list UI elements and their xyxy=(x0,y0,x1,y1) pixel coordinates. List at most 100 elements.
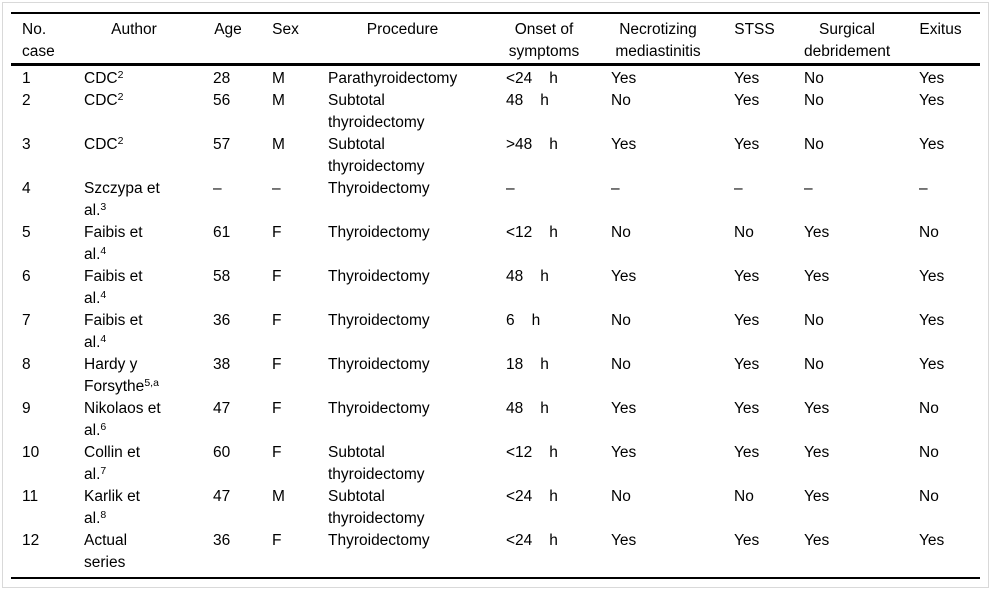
author-line: Szczypa et xyxy=(84,180,160,197)
cell-author: Collin et al.7 xyxy=(73,442,202,486)
cell-age: 61 xyxy=(213,224,231,241)
cell-onset: <12 h xyxy=(495,442,600,486)
cell-sex: F xyxy=(272,224,282,241)
cell-sex: F xyxy=(272,312,282,329)
cell-exitus: No xyxy=(919,224,939,241)
cell-author: Actual series xyxy=(73,530,202,578)
cell-age: 47 xyxy=(213,400,231,417)
cell-age: 47 xyxy=(213,488,231,505)
cell-procedure: Thyroidectomy xyxy=(317,266,495,310)
procedure-line: Subtotal xyxy=(328,136,385,153)
table-row: 11 Karlik et al.8 47 M Subtotal thyroidectomy <… xyxy=(11,486,980,530)
cell-no-case: 9 xyxy=(22,400,31,417)
author-line: Forsythe5,a xyxy=(84,377,159,395)
cell-sex: F xyxy=(272,356,282,373)
cell-exitus: Yes xyxy=(919,356,945,373)
cell-onset: 48 h xyxy=(495,90,600,134)
cell-stss: No xyxy=(734,224,754,241)
cell-surgical-debridement: Yes xyxy=(804,268,830,285)
cell-onset: <24 h xyxy=(495,486,600,530)
procedure-line: Thyroidectomy xyxy=(328,400,430,417)
cell-sex: M xyxy=(272,136,285,153)
author-line: CDC2 xyxy=(84,69,124,87)
procedure-line: Subtotal xyxy=(328,92,385,109)
cell-onset: – xyxy=(495,178,600,222)
cell-stss: Yes xyxy=(734,312,760,329)
table-row: 3 CDC2 57 M Subtotal thyroidectomy >48 h Yes Yes N… xyxy=(11,134,980,178)
cell-age: 60 xyxy=(213,444,231,461)
cell-exitus: Yes xyxy=(919,70,945,87)
reference-superscript: 5,a xyxy=(144,377,159,389)
table-row: 5 Faibis et al.4 61 F Thyroidectomy <12 h No No Ye… xyxy=(11,222,980,266)
cell-author: Faibis et al.4 xyxy=(73,222,202,266)
cell-stss: Yes xyxy=(734,92,760,109)
cell-age: 36 xyxy=(213,312,231,329)
procedure-line: Subtotal xyxy=(328,444,385,461)
cell-author: Karlik et al.8 xyxy=(73,486,202,530)
reference-superscript: 6 xyxy=(100,421,107,433)
cell-exitus: Yes xyxy=(919,268,945,285)
cell-sex: F xyxy=(272,268,282,285)
cell-procedure: Subtotal thyroidectomy xyxy=(317,90,495,134)
cell-procedure: Thyroidectomy xyxy=(317,222,495,266)
procedure-line: thyroidectomy xyxy=(328,114,425,131)
cell-no-case: 5 xyxy=(22,224,31,241)
onset-value: – xyxy=(506,180,515,197)
cell-surgical-debridement: No xyxy=(804,312,824,329)
cell-necrotizing-mediastinitis: Yes xyxy=(611,70,637,87)
onset-value: 18 xyxy=(506,356,524,373)
cell-procedure: Thyroidectomy xyxy=(317,398,495,442)
cell-no-case: 6 xyxy=(22,268,31,285)
procedure-line: Thyroidectomy xyxy=(328,268,430,285)
cell-necrotizing-mediastinitis: Yes xyxy=(611,444,637,461)
procedure-line: thyroidectomy xyxy=(328,510,425,527)
cell-stss: Yes xyxy=(734,136,760,153)
procedure-line: Thyroidectomy xyxy=(328,532,430,549)
cell-stss: Yes xyxy=(734,356,760,373)
cases-table: No. case Author Age Sex Procedure Onset … xyxy=(11,12,980,579)
onset-value: <24 xyxy=(506,488,533,505)
author-line: Faibis et xyxy=(84,312,143,329)
reference-superscript: 2 xyxy=(117,135,124,147)
column-header-exitus: Exitus xyxy=(908,13,980,66)
cell-onset: <24 h xyxy=(495,530,600,578)
cell-exitus: No xyxy=(919,488,939,505)
onset-unit: h xyxy=(549,70,558,87)
cell-surgical-debridement: Yes xyxy=(804,488,830,505)
cell-procedure: Subtotal thyroidectomy xyxy=(317,442,495,486)
table-row: 8 Hardy y Forsythe5,a 38 F Thyroidectomy 18 h No… xyxy=(11,354,980,398)
cell-author: CDC2 xyxy=(73,90,202,134)
cell-no-case: 2 xyxy=(22,92,31,109)
onset-unit: h xyxy=(549,444,558,461)
onset-value: 48 xyxy=(506,268,524,285)
onset-unit: h xyxy=(549,532,558,549)
cell-age: – xyxy=(213,180,222,197)
cell-onset: 18 h xyxy=(495,354,600,398)
cell-stss: Yes xyxy=(734,444,760,461)
cell-necrotizing-mediastinitis: No xyxy=(611,224,631,241)
cell-no-case: 3 xyxy=(22,136,31,153)
cell-author: Hardy y Forsythe5,a xyxy=(73,354,202,398)
cell-age: 28 xyxy=(213,70,231,87)
procedure-line: Subtotal xyxy=(328,488,385,505)
author-line: Karlik et xyxy=(84,488,140,505)
cell-no-case: 8 xyxy=(22,356,31,373)
onset-value: <24 xyxy=(506,532,533,549)
cell-exitus: No xyxy=(919,400,939,417)
cell-author: Szczypa et al.3 xyxy=(73,178,202,222)
cell-procedure: Subtotal thyroidectomy xyxy=(317,134,495,178)
cell-stss: Yes xyxy=(734,532,760,549)
onset-value: <12 xyxy=(506,224,533,241)
onset-value: <24 xyxy=(506,70,533,87)
cell-sex: M xyxy=(272,92,285,109)
column-header-age: Age xyxy=(202,13,261,66)
author-line: Nikolaos et xyxy=(84,400,161,417)
cell-necrotizing-mediastinitis: No xyxy=(611,356,631,373)
cell-stss: Yes xyxy=(734,70,760,87)
cell-necrotizing-mediastinitis: Yes xyxy=(611,532,637,549)
cell-exitus: Yes xyxy=(919,136,945,153)
table-row: 7 Faibis et al.4 36 F Thyroidectomy 6 h No Yes No Y… xyxy=(11,310,980,354)
cell-age: 57 xyxy=(213,136,231,153)
